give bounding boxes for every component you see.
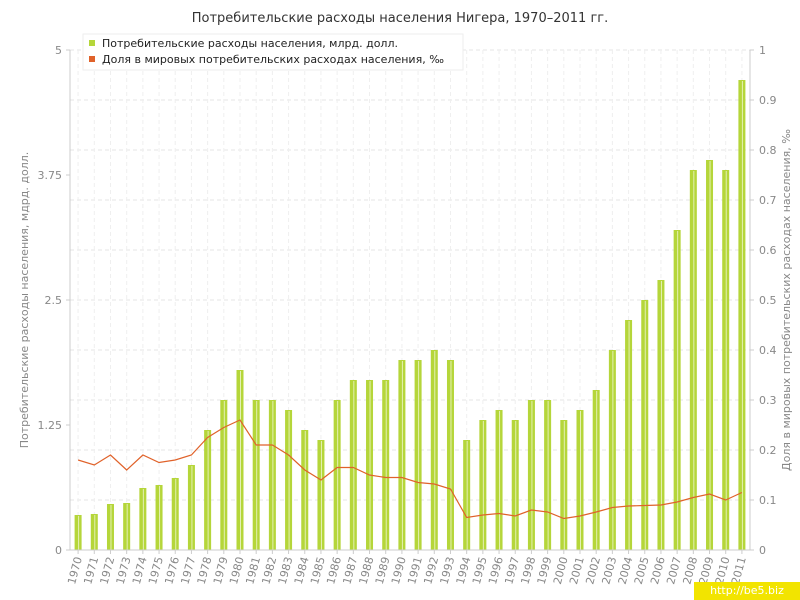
right-tick-label: 0.4 xyxy=(759,344,777,357)
legend-box xyxy=(82,33,464,71)
watermark: http://be5.biz xyxy=(694,582,800,600)
right-tick-label: 0.2 xyxy=(759,444,777,457)
left-tick-label: 2.5 xyxy=(45,294,63,307)
right-tick-label: 0.7 xyxy=(759,194,777,207)
legend-swatch-bars xyxy=(89,40,95,46)
right-tick-label: 0.1 xyxy=(759,494,777,507)
right-tick-label: 1 xyxy=(759,44,766,57)
right-tick-label: 0.5 xyxy=(759,294,777,307)
share-line xyxy=(77,419,743,520)
right-tick-label: 0.3 xyxy=(759,394,777,407)
legend: Потребительские расходы населения, млрд.… xyxy=(82,33,464,71)
legend-swatch-line xyxy=(89,56,95,62)
legend-label-line: Доля в мировых потребительских расходах … xyxy=(102,53,444,66)
bar-series xyxy=(74,80,746,550)
left-tick-label: 5 xyxy=(55,44,62,57)
right-axis-label: Доля в мировых потребительских расходах … xyxy=(780,129,793,471)
left-tick-label: 3.75 xyxy=(38,169,63,182)
left-axis-label: Потребительские расходы населения, мдрд.… xyxy=(18,152,31,449)
x-axis-ticks: 1970197119721973197419751976197719781979… xyxy=(65,550,749,586)
right-tick-label: 0 xyxy=(759,544,766,557)
right-tick-label: 0.6 xyxy=(759,244,777,257)
bar xyxy=(123,503,131,550)
legend-label-bars: Потребительские расходы населения, млрд.… xyxy=(102,37,398,50)
left-tick-label: 1.25 xyxy=(38,419,63,432)
right-tick-label: 0.8 xyxy=(759,144,777,157)
right-axis-ticks: 0 0.1 0.2 0.3 0.4 0.5 0.6 0.7 0.8 0.9 1 xyxy=(750,44,777,557)
chart-title: Потребительские расходы населения Нигера… xyxy=(192,11,608,26)
left-axis-ticks: 0 1.25 2.5 3.75 5 xyxy=(38,44,70,557)
left-tick-label: 0 xyxy=(55,544,62,557)
right-tick-label: 0.9 xyxy=(759,94,777,107)
